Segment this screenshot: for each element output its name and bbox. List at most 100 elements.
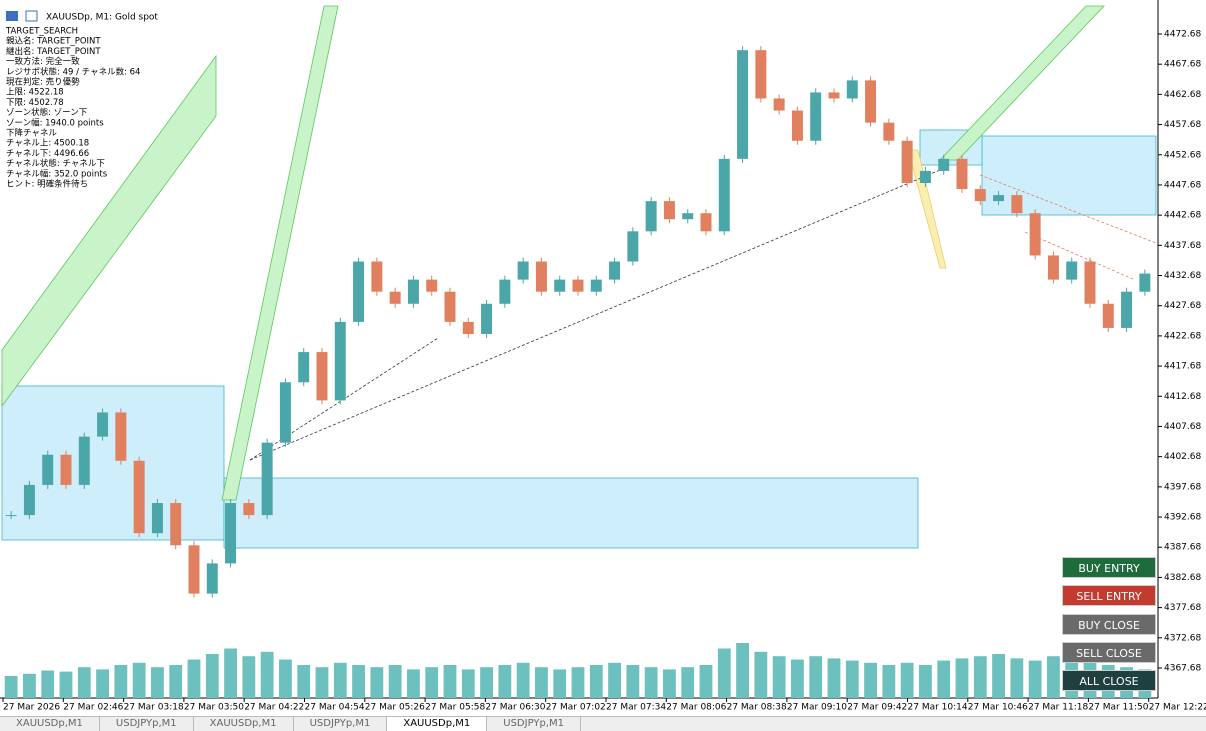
info-line: チャネル上: 4500.18 [6,139,89,149]
candle [1139,273,1151,292]
button[interactable]: SELL ENTRY [1062,585,1156,607]
candle [5,515,17,517]
candle [609,261,621,280]
y-tick-label: 4437.68 [1164,241,1201,251]
button[interactable]: BUY ENTRY [1062,557,1156,578]
x-tick-label: 27 Mar 11:18 [1028,703,1088,713]
info-line: ゾーン状態: ゾーン下 [6,107,88,118]
candle [298,352,310,383]
volume-bar [443,665,457,698]
volume-bar [955,658,969,698]
x-tick-label: 27 Mar 09:42 [847,703,907,713]
candle [846,80,858,99]
candle [23,484,35,516]
volume-bar [900,662,914,698]
x-tick-label: 27 Mar 04:54 [305,703,365,713]
x-tick-label: 27 Mar 08:06 [666,703,726,713]
candle [115,412,127,461]
x-tick-label: 27 Mar 06:30 [485,703,545,713]
info-line: 下降チャネル [6,128,57,139]
volume-bar [1028,660,1042,698]
volume-bar [571,667,585,698]
volume-bar [736,643,749,698]
candle [243,503,255,516]
candle [810,92,822,141]
candle [1121,291,1133,328]
tab-bar: XAUUSDp,M1 USDJPYp,M1 XAUUSDp,M1 USDJPYp,M1… [0,716,1206,731]
volume-bar [717,648,731,698]
volume-bar [297,665,311,698]
volume-bar [151,667,164,698]
volume-bar [41,670,55,698]
tab[interactable]: USDJPYp,M1 [294,717,388,731]
candle [225,503,237,564]
info-line: チャネル状態: チャネル下 [6,158,105,169]
y-tick-label: 4382.68 [1164,573,1201,583]
channel [939,5,1105,161]
channel [221,5,339,501]
tab[interactable]: XAUUSDp,M1 [194,717,294,731]
volume-bar [535,667,548,698]
info-line: 現在判定: 売り優勢 [6,77,80,88]
candle [572,279,584,292]
chart: XAUUSDp, M1: Gold spot TARGET_SEARCH親込名:… [0,0,1206,713]
candle [481,303,493,334]
candle [1084,261,1096,304]
trend-line [979,174,1157,244]
candle [462,321,474,334]
volume-bar [827,658,841,698]
x-tick-label: 27 Mar 05:58 [425,703,485,713]
x-tick-label: 27 Mar 02:46 [63,703,123,713]
button[interactable]: BUY CLOSE [1062,613,1156,635]
candle [974,189,986,202]
volume-bar [937,660,951,698]
volume-bar [516,662,530,698]
candle [407,279,419,304]
zone [1,385,225,541]
x-tick-label: 27 Mar 09:10 [787,703,847,713]
y-tick-label: 4407.68 [1164,422,1201,432]
x-tick-label: 27 Mar 12:22 [1149,703,1206,713]
volume-bar [260,651,274,698]
y-tick-label: 4397.68 [1164,482,1201,492]
volume-bar [772,656,786,698]
candle [919,170,931,184]
volume-bar [973,656,987,698]
volume-bar [77,667,91,698]
y-tick-label: 4457.68 [1164,120,1201,130]
candle [938,158,950,171]
candle [828,92,840,99]
candle [791,110,803,141]
y-tick-label: 4402.68 [1164,452,1201,462]
y-tick-label: 4392.68 [1164,513,1201,523]
candle [700,213,712,232]
button[interactable]: ALL CLOSE [1062,670,1156,692]
info-line: 親込名: TARGET_POINT [6,36,101,47]
tab[interactable]: USDJPYp,M1 [100,717,194,731]
button[interactable]: SELL CLOSE [1062,641,1156,663]
volume-bar [919,665,932,698]
candle [188,545,200,594]
info-line: 一致方法: 完全一致 [6,56,80,67]
volume-bar [388,665,402,698]
chart-title: XAUUSDp, M1: Gold spot [46,13,158,23]
volume-bar [4,676,18,698]
x-tick-label: 27 Mar 07:34 [606,703,666,713]
candle [426,279,438,292]
volume-bar [864,662,877,698]
candle [627,231,639,262]
info-line: 下限: 4502.78 [6,98,64,108]
volume-bar [370,667,384,698]
tab[interactable]: XAUUSDp,M1 [0,717,100,731]
volume-bar [754,651,768,698]
tab[interactable]: XAUUSDp,M1 [387,717,488,731]
tab[interactable]: USDJPYp,M1 [487,717,582,731]
y-tick-label: 4417.68 [1164,362,1201,372]
candle [1066,261,1078,280]
info-line: レジサポ状態: 49 / チャネル数: 64 [6,66,140,77]
candle [60,454,72,485]
volume-bar [809,656,823,698]
candle [1102,303,1114,328]
y-tick-label: 4442.68 [1164,211,1201,221]
